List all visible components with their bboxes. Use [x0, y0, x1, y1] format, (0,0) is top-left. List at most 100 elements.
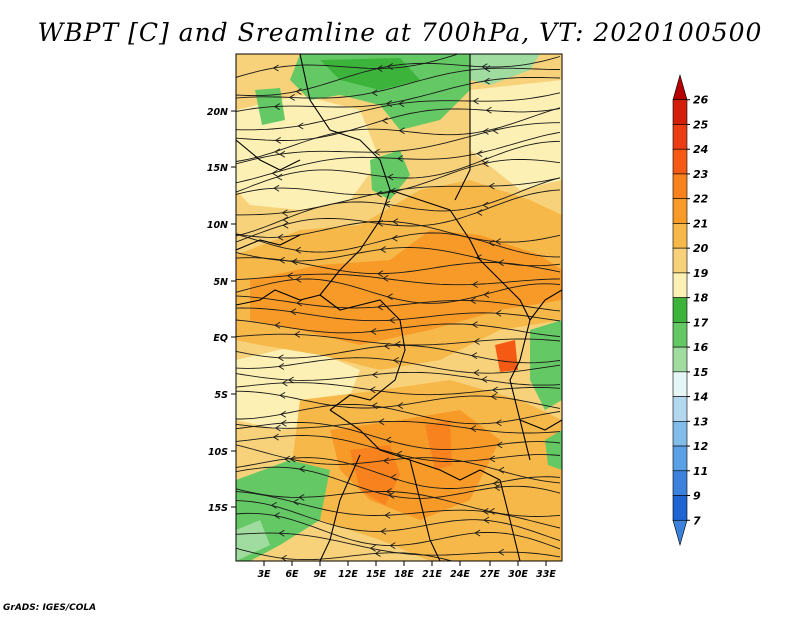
- streamline-arrow: [495, 419, 502, 427]
- streamline-arrow: [471, 281, 478, 288]
- streamline-arrow: [497, 259, 504, 267]
- streamline-arrow: [277, 233, 284, 241]
- colorbar-label: 7: [693, 514, 701, 527]
- streamline-arrow: [476, 150, 483, 157]
- streamline-arrow: [483, 77, 490, 85]
- field-orange-dark-b: [425, 420, 452, 470]
- streamline-arrow: [471, 352, 478, 359]
- streamline-arrow: [270, 502, 277, 509]
- streamline-arrow: [482, 160, 489, 167]
- streamline-arrow: [295, 88, 302, 95]
- chart-title: WBPT [C] and Sreamline at 700hPa, VT: 20…: [37, 18, 763, 47]
- streamline-arrow: [391, 234, 398, 242]
- streamline-arrow: [382, 275, 389, 282]
- streamline: [236, 140, 561, 193]
- footer-credit: GrADS: IGES/COLA: [3, 603, 97, 613]
- streamline-arrow: [383, 342, 390, 350]
- streamline-arrow: [389, 542, 396, 549]
- lat-label: 10N: [207, 220, 228, 231]
- streamline-arrow: [492, 480, 499, 487]
- field-pale-north: [236, 95, 380, 210]
- streamline-arrow: [398, 100, 405, 108]
- field-green-dark-sahel: [320, 58, 420, 90]
- streamline-arrow: [388, 492, 395, 499]
- field-green-light-ne: [470, 54, 540, 85]
- colorbar-label: 26: [693, 94, 709, 107]
- streamline-arrow: [398, 127, 405, 135]
- streamline-arrow: [386, 293, 393, 301]
- field-green-se: [545, 430, 562, 470]
- map-frame: [235, 53, 563, 562]
- streamline-arrow: [277, 354, 284, 362]
- streamline-arrow: [291, 258, 298, 265]
- streamline-arrow: [498, 466, 505, 474]
- streamline: [236, 189, 561, 243]
- streamline-arrow: [296, 299, 303, 307]
- streamline-arrow: [290, 308, 297, 316]
- colorbar-label: 20: [693, 242, 709, 255]
- colorbar-swatch: [672, 421, 688, 447]
- streamline-arrow: [272, 433, 279, 441]
- colorbar-label: 15: [693, 366, 709, 379]
- streamline: [236, 232, 560, 258]
- streamline-arrow: [490, 393, 497, 400]
- colorbar-label: 17: [693, 316, 709, 329]
- streamline-arrow: [371, 89, 378, 97]
- streamline: [236, 307, 561, 322]
- streamline: [236, 177, 561, 237]
- streamline: [236, 56, 561, 97]
- lon-label: 6E: [285, 569, 299, 580]
- colorbar-swatch: [672, 396, 688, 422]
- latitude-axis: 20N 15N 10N 5N EQ 5S 10S 15S: [207, 107, 236, 514]
- streamline-arrow: [384, 511, 391, 519]
- streamline: [236, 457, 561, 489]
- lon-label: 12E: [338, 569, 358, 580]
- streamline-arrow: [482, 128, 489, 135]
- streamline-arrow: [279, 392, 286, 399]
- colorbar-swatch: [672, 247, 688, 274]
- streamline-arrow: [489, 455, 496, 463]
- streamline-arrow: [394, 341, 401, 348]
- streamline-arrow: [278, 529, 285, 537]
- streamline-arrow: [288, 94, 295, 101]
- colorbar-label: 21: [693, 217, 708, 230]
- streamline: [236, 422, 561, 451]
- colorbar-swatch: [672, 495, 688, 521]
- colorbar-swatch: [672, 371, 688, 397]
- streamline: [236, 491, 561, 529]
- streamline-arrow: [379, 246, 386, 253]
- streamline: [236, 76, 561, 112]
- colorbar-label: 22: [693, 193, 709, 206]
- streamline-arrow: [494, 484, 501, 491]
- streamline: [236, 295, 561, 312]
- streamline-arrow: [396, 450, 403, 458]
- lon-label: 24E: [450, 569, 470, 580]
- streamline: [236, 108, 561, 141]
- streamline-arrow: [279, 150, 286, 158]
- colorbar-swatch: [672, 148, 688, 175]
- field-red-orange-spot: [495, 340, 518, 372]
- lon-label: 3E: [257, 569, 271, 580]
- lon-label: 15E: [366, 569, 386, 580]
- streamline-arrow: [378, 418, 385, 426]
- streamline: [236, 92, 561, 131]
- streamline-arrow: [380, 528, 387, 535]
- streamline: [236, 54, 460, 78]
- streamline-arrow: [374, 550, 381, 557]
- country-borders: [236, 54, 562, 561]
- colorbar-swatch: [672, 445, 688, 472]
- streamline-arrow: [294, 246, 302, 254]
- streamline-arrow: [281, 209, 288, 217]
- streamline-arrow: [484, 65, 491, 73]
- lat-label: 15N: [207, 163, 228, 174]
- streamline-arrow: [278, 256, 285, 264]
- streamline-arrow: [280, 554, 287, 561]
- streamline-arrow: [274, 148, 281, 156]
- streamline-arrow: [297, 122, 304, 130]
- streamline-arrow: [496, 441, 503, 449]
- colorbar-swatch: [672, 346, 688, 373]
- streamline-arrow: [483, 516, 490, 524]
- streamline-arrow: [381, 117, 388, 124]
- streamline-arrow: [282, 216, 289, 224]
